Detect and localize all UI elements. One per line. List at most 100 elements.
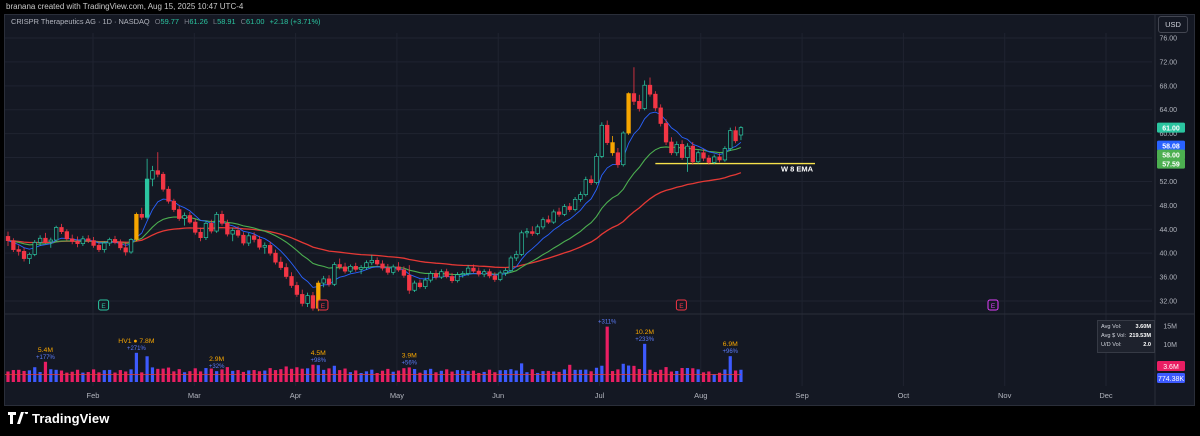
volume-bar — [311, 364, 315, 382]
earnings-marker[interactable] — [987, 299, 999, 311]
candle-body — [449, 276, 455, 282]
candle-body — [294, 285, 300, 295]
volume-bar — [247, 370, 251, 382]
candle-body — [187, 215, 193, 223]
volume-bar — [236, 370, 240, 382]
volume-bar — [17, 369, 21, 382]
volume-bar — [498, 370, 502, 382]
volume-bar — [573, 369, 577, 382]
candle-body — [230, 230, 235, 235]
candle-body — [53, 227, 59, 241]
candle-body — [11, 240, 16, 250]
candle-body — [642, 84, 647, 109]
earnings-marker[interactable] — [98, 299, 110, 311]
volume-bar — [322, 369, 326, 382]
candle-body — [556, 211, 562, 215]
price-tick-label: 68.00 — [1159, 83, 1177, 90]
candle-body — [701, 152, 706, 159]
month-label: Feb — [87, 391, 100, 400]
volume-bar — [145, 356, 149, 382]
candle-body — [225, 222, 230, 235]
volume-bar — [263, 370, 267, 382]
volume-bar — [140, 372, 144, 382]
volume-bar — [712, 374, 716, 382]
candle-body — [342, 266, 348, 272]
high-label: H — [184, 17, 190, 26]
volume-bar — [701, 372, 706, 382]
candle-body — [439, 271, 444, 278]
candle-body — [621, 132, 626, 166]
candle-body — [198, 231, 203, 238]
volume-bar — [455, 370, 459, 382]
candle-body — [588, 179, 594, 183]
volume-bar — [418, 372, 422, 382]
price-axis-marker-label: 57.59 — [1162, 161, 1180, 168]
candle-body — [161, 173, 166, 190]
price-tick-label: 72.00 — [1159, 59, 1177, 66]
earnings-marker[interactable] — [675, 299, 687, 311]
candle-body — [262, 245, 267, 248]
candle-body — [75, 240, 80, 244]
candle-body — [583, 179, 588, 195]
volume-bar — [241, 371, 245, 382]
volume-bar — [338, 370, 342, 382]
volume-spike-pct: +233% — [635, 337, 655, 343]
earnings-marker[interactable] — [317, 299, 329, 311]
volume-bar — [124, 371, 128, 382]
w8-ema-label: W 8 EMA — [781, 165, 814, 174]
volume-bar — [300, 368, 304, 382]
candle-body — [353, 265, 358, 270]
volume-bar — [182, 372, 187, 382]
candle-body — [385, 267, 390, 273]
currency-button[interactable]: USD — [1158, 16, 1188, 33]
volume-bar — [11, 370, 15, 382]
candle-body — [428, 273, 433, 281]
candle-body — [626, 93, 631, 134]
volume-bar — [386, 368, 390, 382]
volume-bar — [514, 370, 518, 382]
candle-body — [401, 269, 407, 276]
candle-body — [492, 275, 497, 280]
volume-bar — [616, 369, 620, 382]
volume-axis-marker — [1157, 373, 1185, 383]
candle-body — [674, 144, 679, 154]
price-tick-label: 52.00 — [1159, 179, 1177, 186]
earnings-marker-label: E — [991, 303, 996, 310]
price-tick-label: 36.00 — [1159, 275, 1177, 282]
volume-bar — [380, 370, 385, 382]
price-axis-marker-label: 58.00 — [1162, 152, 1180, 159]
volume-bar — [177, 369, 181, 382]
volume-bar — [209, 368, 213, 382]
candle-body — [412, 282, 417, 291]
volume-bar — [509, 369, 513, 382]
volume-bar — [273, 370, 278, 382]
volume-bar — [669, 371, 673, 382]
candle-body — [417, 282, 423, 288]
volume-spike-value: 10.2M — [635, 329, 654, 336]
volume-bar — [257, 371, 262, 382]
tradingview-logo-icon — [8, 412, 28, 424]
candle-body — [578, 194, 583, 200]
candle-body — [364, 262, 369, 268]
candle-body — [471, 267, 476, 272]
volume-bar — [445, 369, 449, 382]
volume-bar — [627, 365, 631, 382]
month-label: Apr — [290, 391, 302, 400]
volume-bar — [680, 368, 684, 382]
volume-bar — [637, 368, 641, 382]
volume-bar — [118, 370, 122, 382]
candle-body — [144, 178, 150, 218]
volume-bar — [65, 372, 69, 382]
volume-bar — [289, 368, 294, 382]
volume-bar — [81, 372, 85, 382]
chart-credit: branana created with TradingView.com, Au… — [6, 2, 244, 11]
volume-spike-value: 6.9M — [723, 341, 738, 348]
volume-bar — [653, 372, 657, 382]
volume-bar — [70, 371, 74, 382]
volume-bar — [156, 368, 160, 382]
volume-axis-marker-label: 3.6M — [1163, 364, 1179, 371]
volume-bar — [134, 352, 138, 382]
volume-bar — [343, 368, 347, 382]
